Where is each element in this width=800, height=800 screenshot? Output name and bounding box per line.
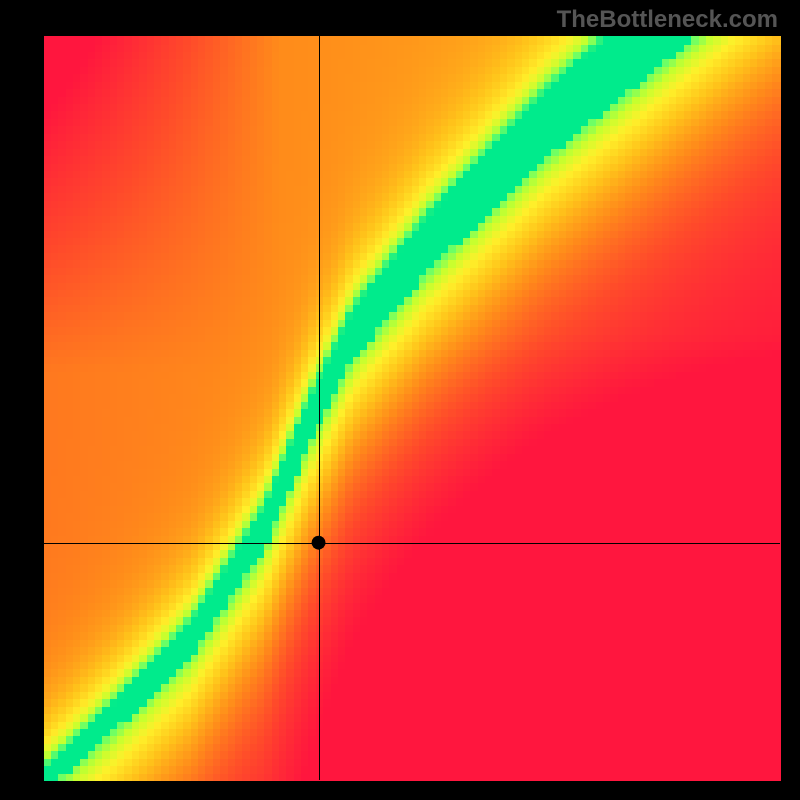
chart-container: TheBottleneck.com	[0, 0, 800, 800]
heatmap-canvas	[0, 0, 800, 800]
